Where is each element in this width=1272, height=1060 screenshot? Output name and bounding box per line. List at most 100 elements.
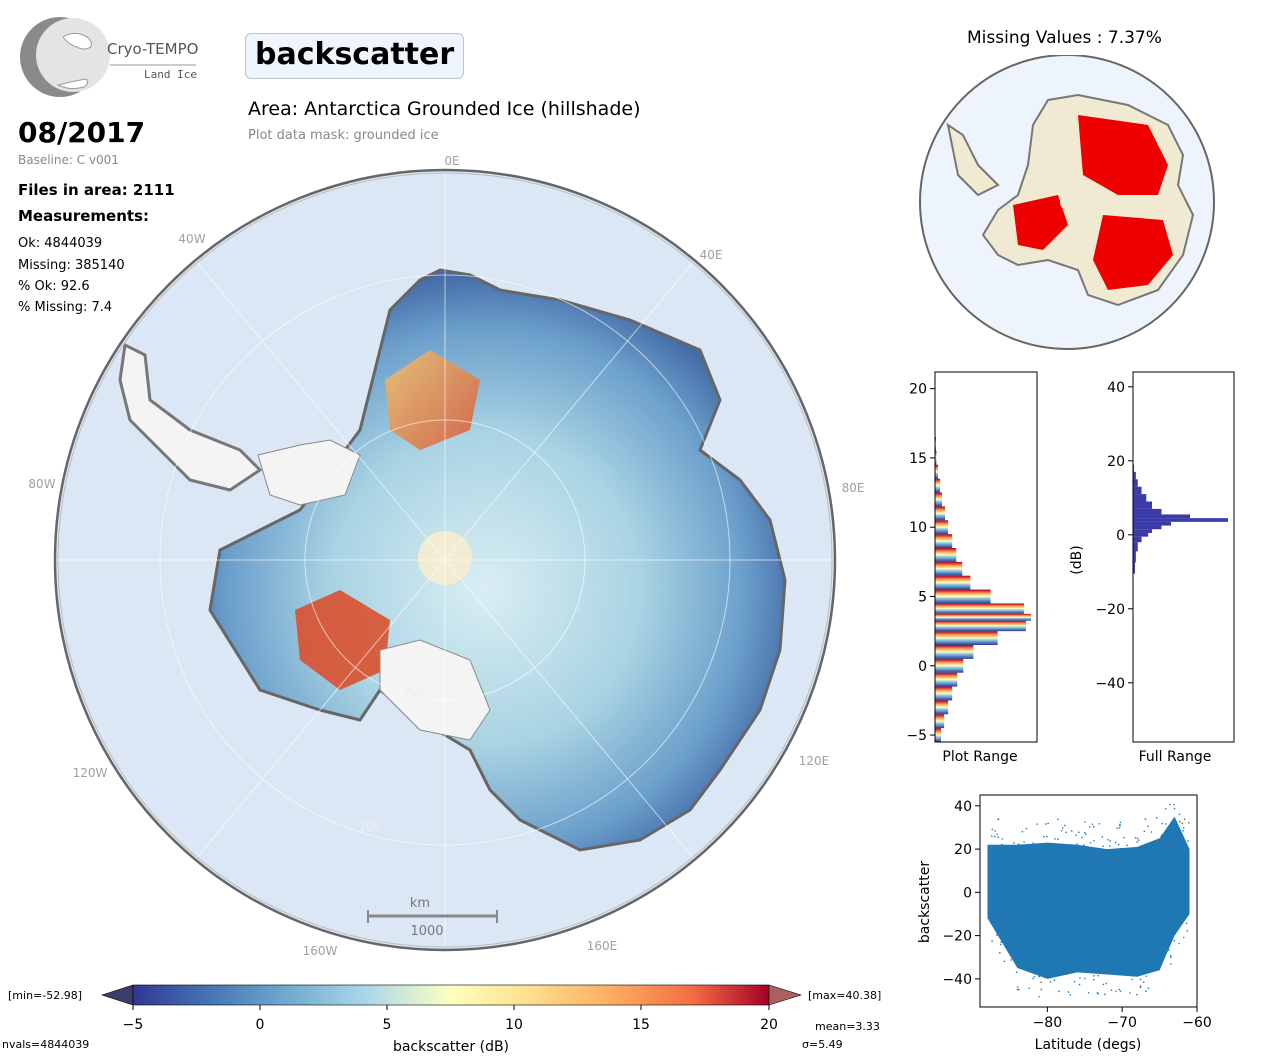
scatter-point bbox=[1076, 843, 1079, 845]
lon-label-160w: 160W bbox=[303, 944, 338, 958]
histogram-bar bbox=[935, 547, 957, 562]
y-tick-label: 0 bbox=[963, 885, 972, 901]
scatter-point bbox=[1126, 844, 1128, 847]
scatter-point bbox=[1028, 987, 1030, 990]
colorbar-max-label: [max=40.38] bbox=[808, 989, 881, 1002]
area-title: Area: Antarctica Grounded Ice (hillshade… bbox=[248, 98, 641, 120]
scatter-point bbox=[1089, 842, 1092, 844]
colorbar-label: backscatter (dB) bbox=[393, 1039, 509, 1055]
scatter-point bbox=[1169, 956, 1172, 959]
y-tick-label: 10 bbox=[909, 520, 927, 536]
scatter-point bbox=[1136, 841, 1139, 843]
scatter-point bbox=[1070, 830, 1073, 832]
scatter-point bbox=[1183, 936, 1185, 939]
plot-range-xlabel: Plot Range bbox=[942, 749, 1017, 765]
stat-ok: Ok: 4844039 bbox=[18, 236, 103, 251]
scatter-point bbox=[1083, 831, 1086, 834]
y-tick-label: −20 bbox=[1095, 602, 1125, 618]
scatter-point bbox=[997, 836, 999, 838]
scatter-point bbox=[1167, 949, 1170, 951]
histogram-bar bbox=[935, 672, 958, 687]
stat-pct-missing: % Missing: 7.4 bbox=[18, 300, 113, 315]
plot-range-histogram: −5 0 5 10 15 20 Plot Range bbox=[906, 371, 1038, 765]
colorbar-min-extend bbox=[101, 984, 134, 1006]
histogram-bar bbox=[1133, 518, 1228, 522]
histogram-bar bbox=[1133, 551, 1136, 563]
scatter-point bbox=[1075, 834, 1077, 837]
scatter-point bbox=[1016, 988, 1019, 991]
scatter-point bbox=[1116, 827, 1118, 830]
scale-bar-unit: km bbox=[410, 896, 430, 911]
y-tick-label: 40 bbox=[954, 799, 972, 815]
histogram-bar bbox=[935, 620, 1026, 632]
scatter-point bbox=[1057, 838, 1059, 841]
histogram-bar bbox=[935, 603, 1024, 614]
scatter-point bbox=[1143, 830, 1146, 833]
scatter-point bbox=[1083, 821, 1086, 823]
histogram-bar bbox=[935, 506, 946, 521]
histogram-bar bbox=[1133, 536, 1142, 543]
scatter-point bbox=[1183, 818, 1186, 821]
y-tick-label: 15 bbox=[909, 451, 927, 467]
histogram-bar bbox=[1133, 486, 1142, 495]
scatter-point bbox=[1104, 993, 1106, 996]
lon-label-40e: 40E bbox=[700, 248, 723, 262]
scatter-point bbox=[1061, 827, 1064, 829]
scatter-point bbox=[1040, 988, 1043, 991]
scatter-point bbox=[1017, 843, 1020, 845]
scatter-point bbox=[1010, 959, 1012, 961]
scatter-point bbox=[1118, 988, 1121, 991]
scatter-point bbox=[1018, 988, 1020, 991]
cryo-tempo-logo: Cryo-TEMPO Land Ice bbox=[18, 15, 208, 100]
scatter-point bbox=[1178, 820, 1181, 823]
logo-emblem bbox=[20, 17, 196, 97]
scatter-point bbox=[1032, 842, 1035, 844]
scatter-point bbox=[1036, 823, 1038, 825]
histogram-bar bbox=[935, 613, 1031, 621]
scatter-point bbox=[1065, 831, 1068, 834]
inset-missing-south bbox=[1093, 215, 1173, 290]
histogram-bar bbox=[1133, 508, 1162, 515]
scatter-point bbox=[1110, 989, 1113, 991]
histogram-bar bbox=[1133, 501, 1152, 509]
full-range-frame bbox=[1132, 371, 1235, 743]
scatter-point bbox=[1173, 807, 1176, 810]
baseline-label: Baseline: C v001 bbox=[18, 153, 119, 167]
parameter-title: backscatter bbox=[245, 33, 465, 79]
scatter-point bbox=[1023, 841, 1025, 843]
scatter-point bbox=[1098, 823, 1101, 825]
scatter-point bbox=[1169, 803, 1171, 806]
scatter-point bbox=[1087, 992, 1090, 994]
histogram-bar bbox=[1133, 562, 1135, 574]
y-tick-label: 0 bbox=[918, 659, 927, 675]
lat-label-80s: 80S bbox=[403, 684, 426, 698]
scatter-point bbox=[990, 835, 993, 838]
scatter-point bbox=[1092, 978, 1095, 981]
histogram-bar bbox=[1133, 494, 1147, 502]
scatter-point bbox=[1045, 823, 1047, 825]
colorbar: −5 0 5 10 15 20 backscatter (dB) [min=-5… bbox=[2, 984, 881, 1055]
scatter-point bbox=[1067, 991, 1070, 993]
scatter-point bbox=[1064, 824, 1066, 827]
histogram-bar bbox=[935, 437, 937, 451]
scatter-point bbox=[1101, 836, 1104, 838]
histogram-bar bbox=[935, 450, 937, 465]
scatter-point bbox=[1046, 835, 1048, 838]
y-tick-label: 20 bbox=[954, 842, 972, 858]
scatter-point bbox=[1079, 976, 1081, 979]
histogram-bar bbox=[935, 686, 953, 701]
scatter-point bbox=[1097, 974, 1100, 977]
x-tick-label: −80 bbox=[1033, 1015, 1063, 1031]
scatter-point bbox=[1073, 980, 1076, 983]
scatter-point bbox=[1078, 831, 1080, 834]
scatter-point bbox=[1142, 981, 1145, 983]
colorbar-sigma: σ=5.49 bbox=[802, 1038, 843, 1051]
lon-label-0e: 0E bbox=[444, 154, 459, 168]
full-range-histogram: −40 −20 0 20 40 (dB) Full Range bbox=[1069, 371, 1235, 765]
y-tick-label: 20 bbox=[1107, 454, 1125, 470]
scatter-point bbox=[1181, 822, 1184, 825]
mask-note: Plot data mask: grounded ice bbox=[248, 128, 439, 143]
scatter-point bbox=[1096, 991, 1099, 994]
scatter-point bbox=[994, 835, 996, 838]
scatter-xlabel: Latitude (degs) bbox=[1035, 1037, 1142, 1053]
